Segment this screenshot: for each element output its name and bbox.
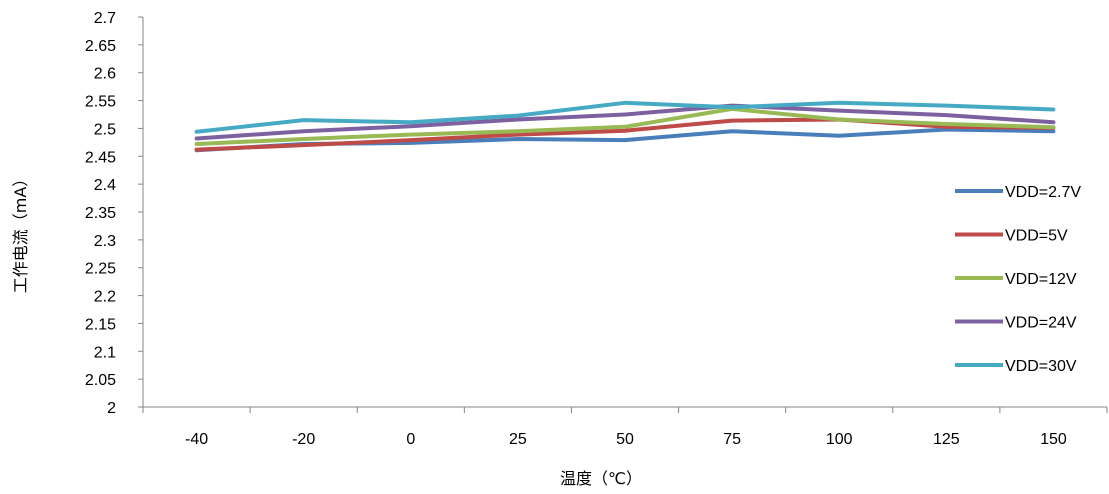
y-tick-label: 2.15	[85, 316, 116, 333]
legend-label: VDD=5V	[1005, 228, 1068, 245]
x-tick-label: 150	[1040, 431, 1067, 448]
y-tick-label: 2.45	[85, 149, 116, 166]
legend-label: VDD=12V	[1005, 271, 1077, 288]
legend-label: VDD=24V	[1005, 315, 1077, 332]
axes	[142, 17, 1107, 408]
x-tick-label: -20	[292, 431, 315, 448]
x-tick-label: 25	[509, 431, 527, 448]
series-line-4	[194, 100, 1056, 134]
x-tick-label: 125	[933, 431, 960, 448]
y-tick-label: 2.05	[85, 372, 116, 389]
y-tick-label: 2.35	[85, 205, 116, 222]
y-tick-label: 2.2	[94, 289, 116, 306]
legend-label: VDD=30V	[1005, 358, 1077, 375]
x-tick-label: 75	[723, 431, 741, 448]
legend: VDD=2.7V VDD=5V VDD=12V VDD=24V VDD=30V	[955, 184, 1081, 375]
series-line-2	[194, 106, 1056, 146]
series-lines	[194, 100, 1056, 153]
y-tick-label: 2	[107, 400, 116, 417]
x-tick-label: -40	[185, 431, 208, 448]
y-tick-label: 2.4	[94, 177, 116, 194]
y-tick-label: 2.1	[94, 344, 116, 361]
y-tick-label: 2.65	[85, 38, 116, 55]
y-axis-ticks: 2 2.05 2.1 2.15 2.2 2.25 2.3 2.35 2.4 2.45 2.5 2.55…	[85, 10, 143, 417]
y-tick-label: 2.7	[94, 10, 116, 27]
x-axis-title: 温度（℃）	[560, 469, 642, 488]
x-tick-label: 50	[616, 431, 634, 448]
y-tick-label: 2.6	[94, 66, 116, 83]
y-tick-label: 2.3	[94, 233, 116, 250]
x-axis-ticks: -40 -20 0 25 50 75 100 125 150	[142, 407, 1108, 448]
y-tick-label: 2.55	[85, 94, 116, 111]
legend-label: VDD=2.7V	[1005, 184, 1081, 201]
x-tick-label: 0	[406, 431, 415, 448]
y-tick-label: 2.5	[94, 121, 116, 138]
y-tick-label: 2.25	[85, 261, 116, 278]
x-tick-label: 100	[826, 431, 853, 448]
series-line-3	[194, 103, 1056, 141]
y-axis-title: 工作电流（mA）	[11, 171, 30, 294]
